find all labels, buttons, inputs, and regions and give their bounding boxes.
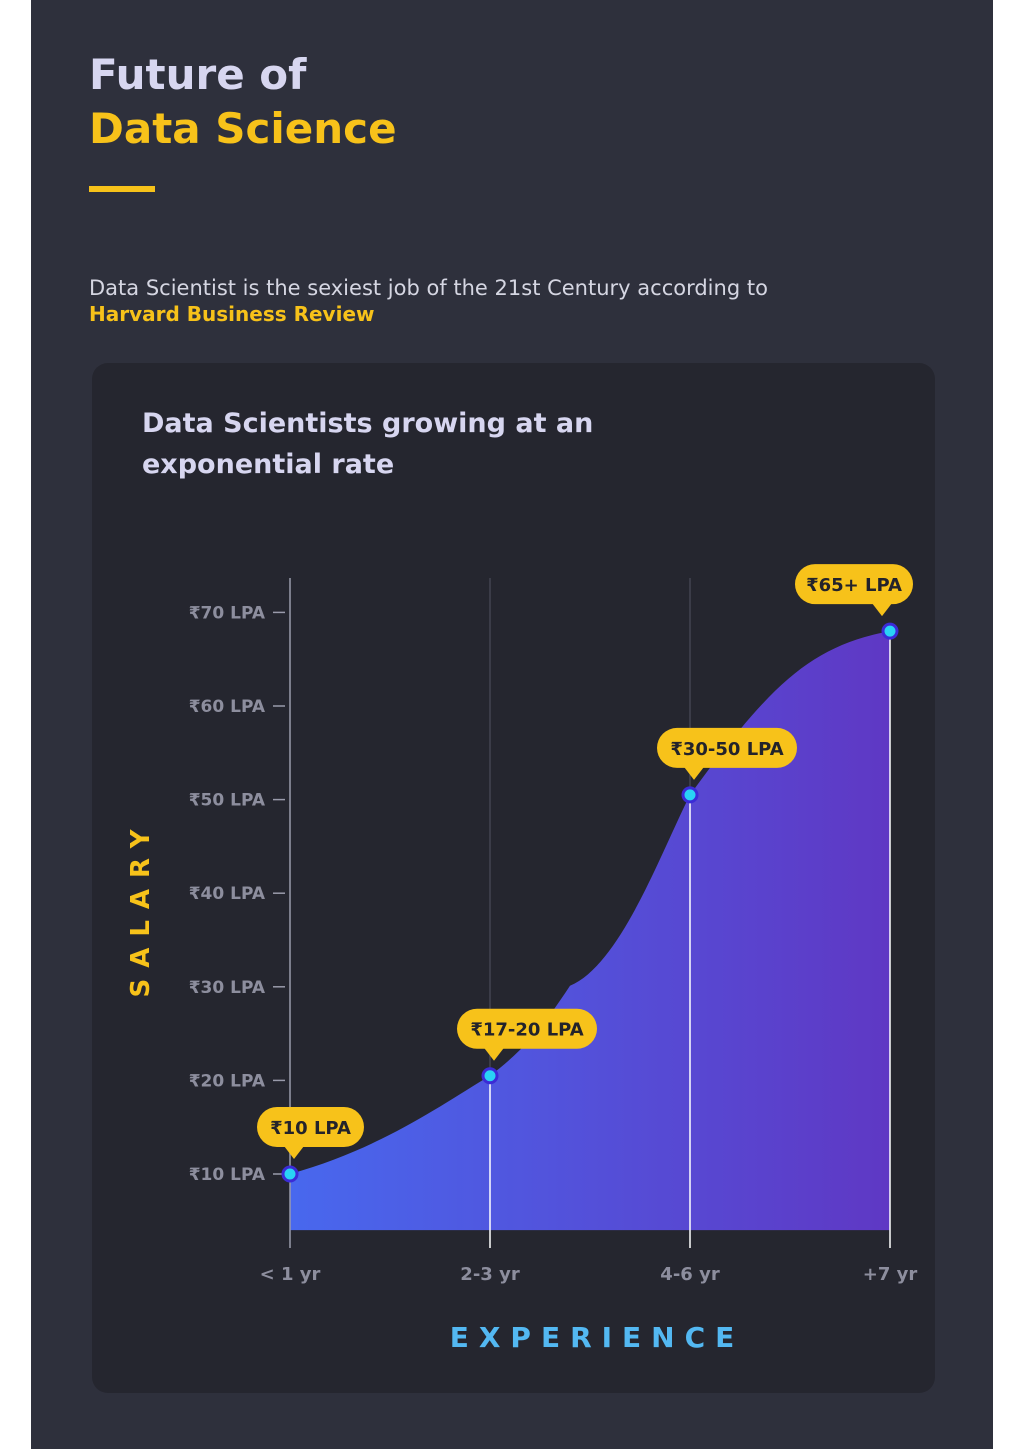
x-tick-label: < 1 yr	[260, 1264, 321, 1285]
y-axis-title: SALARY	[126, 819, 156, 998]
data-label-bubble	[657, 727, 797, 768]
title-underline	[89, 186, 155, 192]
y-tick-label: ₹70 LPA	[189, 603, 266, 623]
data-label-bubble	[257, 1107, 364, 1147]
data-label: ₹10 LPA	[270, 1118, 351, 1139]
data-label-bubble	[457, 1008, 597, 1049]
data-point	[881, 622, 899, 640]
intro-source-link[interactable]: Harvard Business Review	[89, 302, 375, 326]
y-tick-label: ₹40 LPA	[189, 884, 266, 904]
x-tick-label: 4-6 yr	[660, 1264, 720, 1285]
data-label-pointer	[872, 603, 892, 617]
y-tick-label: ₹50 LPA	[189, 791, 266, 811]
x-tick-label: 2-3 yr	[460, 1264, 520, 1285]
page-title-line-2: Data Science	[89, 104, 397, 153]
salary-chart: ₹10 LPA ₹20 LPA ₹30 LPA ₹40 LPA ₹50 LPA ₹60 L…	[126, 564, 918, 1354]
intro-text: Data Scientist is the sexiest job of the…	[89, 276, 768, 300]
data-point	[281, 1165, 299, 1183]
data-point	[681, 786, 699, 804]
data-label-pointer	[684, 766, 704, 780]
data-label: ₹30-50 LPA	[670, 739, 783, 760]
x-axis-title: EXPERIENCE	[450, 1321, 745, 1354]
data-label-bubble	[795, 564, 913, 605]
data-point	[481, 1067, 499, 1085]
y-tick-label: ₹60 LPA	[189, 697, 266, 717]
chart-title: Data Scientists growing at an exponentia…	[142, 408, 594, 480]
data-label-pointer	[484, 1047, 504, 1061]
chart-card: Data Scientists growing at an exponentia…	[92, 363, 935, 1393]
data-label-pointer	[284, 1146, 304, 1159]
salary-area	[290, 631, 890, 1231]
y-tick-label: ₹30 LPA	[189, 978, 266, 998]
data-label: ₹17-20 LPA	[470, 1020, 583, 1041]
page-title-line-1: Future of	[89, 50, 307, 99]
data-label: ₹65+ LPA	[806, 575, 902, 596]
infographic-page: Future of Data Science Data Scientist is…	[31, 0, 993, 1449]
y-tick-label: ₹10 LPA	[189, 1165, 266, 1185]
x-tick-label: +7 yr	[863, 1264, 918, 1285]
y-tick-label: ₹20 LPA	[189, 1071, 266, 1091]
